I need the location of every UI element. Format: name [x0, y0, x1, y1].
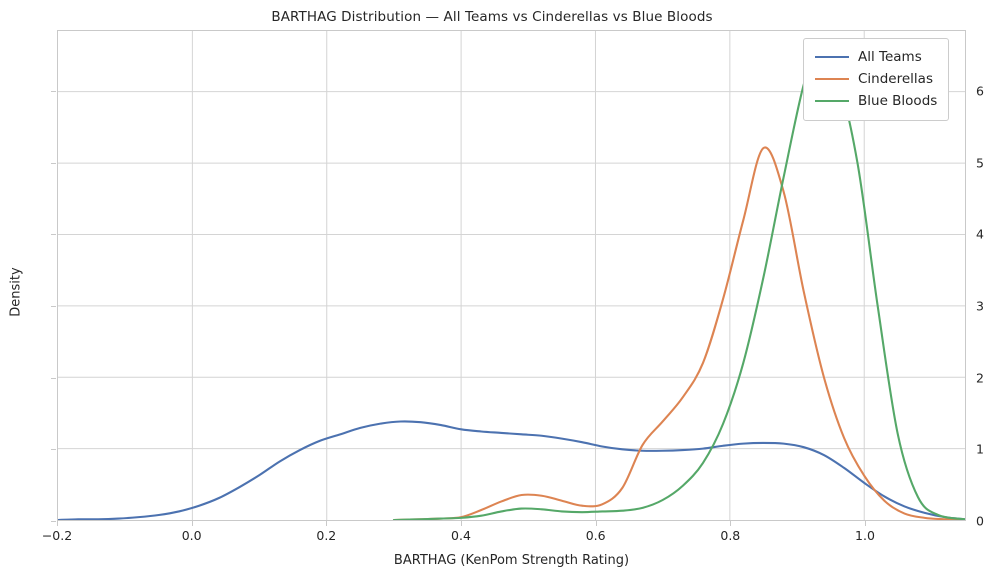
x-tickmark	[326, 521, 328, 526]
y-axis-label: Density	[8, 267, 24, 317]
legend-item[interactable]: Blue Bloods	[815, 90, 937, 112]
y-tick-label: 3	[976, 298, 984, 314]
x-tickmark	[191, 521, 193, 526]
y-tick-label: 4	[976, 226, 984, 242]
y-tickmark	[51, 162, 56, 164]
y-tickmark	[51, 521, 56, 522]
x-tickmark	[595, 521, 597, 526]
legend-label: All Teams	[858, 49, 922, 65]
x-tick-label: 0.8	[720, 528, 741, 543]
y-tick-label: 0	[976, 513, 984, 529]
x-tickmark	[865, 521, 866, 526]
y-tickmark	[51, 234, 56, 236]
legend-color-swatch	[815, 78, 849, 80]
legend: All Teams Cinderellas Blue Bloods	[803, 38, 950, 121]
x-tick-label: 1.0	[855, 528, 875, 543]
y-tick-label: 6	[976, 83, 984, 99]
legend-color-swatch	[815, 56, 849, 58]
legend-item[interactable]: All Teams	[815, 46, 937, 68]
density-curve	[58, 420, 965, 520]
y-tick-label: 2	[976, 370, 984, 386]
density-curve	[392, 146, 965, 520]
x-tick-label: 0.0	[181, 528, 202, 543]
y-tickmark	[51, 305, 56, 307]
x-tickmark	[730, 521, 732, 526]
x-tick-label: 0.6	[585, 528, 606, 543]
x-tickmark	[461, 521, 462, 526]
density-curves	[58, 52, 965, 520]
legend-label: Blue Bloods	[858, 93, 938, 109]
x-tick-label: 0.2	[316, 528, 337, 543]
y-tickmark	[51, 377, 56, 379]
x-tickmark	[57, 521, 58, 526]
y-tickmark	[51, 449, 56, 451]
y-tickmark	[51, 90, 56, 92]
y-tick-label: 1	[976, 441, 984, 457]
legend-color-swatch	[815, 100, 849, 102]
page-title: BARTHAG Distribution — All Teams vs Cind…	[271, 9, 713, 25]
grid-lines	[58, 31, 965, 520]
y-tick-label: 5	[976, 155, 984, 171]
x-tick-label: 0.4	[451, 528, 471, 543]
density-curve	[392, 52, 965, 520]
legend-item[interactable]: Cinderellas	[815, 68, 937, 90]
legend-label: Cinderellas	[858, 71, 933, 87]
x-axis-label: BARTHAG (KenPom Strength Rating)	[393, 553, 630, 568]
x-tick-label: −0.2	[41, 528, 73, 543]
